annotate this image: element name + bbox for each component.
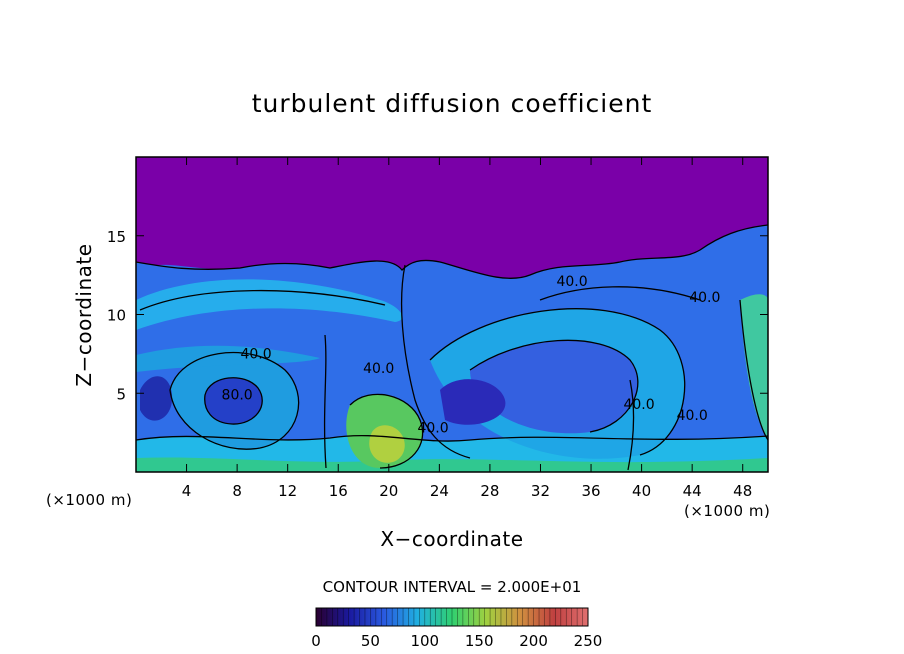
x-axis-label: X−coordinate — [380, 527, 523, 551]
x-tick-label: 40 — [632, 482, 651, 500]
contour-g — [400, 264, 471, 459]
upper-purple-region — [136, 157, 768, 279]
left-vortex-core — [204, 377, 263, 425]
x-tick-label: 20 — [379, 482, 398, 500]
dark-blue-pocket-left — [140, 376, 173, 421]
y-tick-label: 5 — [116, 385, 126, 403]
x-tick-label: 28 — [480, 482, 499, 500]
contour-lines — [136, 224, 768, 471]
x-tick-label: 44 — [683, 482, 702, 500]
contour-i — [627, 379, 635, 471]
contour-label: 40.0 — [677, 408, 708, 424]
field-structures — [136, 279, 768, 472]
contour-label: 40.0 — [623, 397, 654, 413]
y-tick-label: 15 — [107, 228, 126, 246]
colorbar: 0 50 100 150 200 250 — [311, 607, 602, 650]
x-tick-label: 36 — [581, 482, 600, 500]
colorbar-contour-lines — [315, 608, 589, 626]
contour-h — [323, 334, 327, 469]
x-tick-label: 16 — [329, 482, 348, 500]
x-axis-ticks: 4 8 12 16 20 24 28 32 36 40 44 48 — [182, 157, 752, 500]
bottom-green-band — [136, 457, 768, 472]
contour-label: 40.0 — [417, 421, 448, 437]
contour-label: 40.0 — [689, 290, 720, 306]
contour-label: 40.0 — [240, 347, 271, 363]
x-tick-label: 24 — [430, 482, 449, 500]
colorbar-tick-label: 250 — [574, 632, 603, 650]
x-unit-right: (×1000 m) — [684, 502, 770, 520]
center-vortex-yellow — [369, 425, 405, 463]
right-edge-green — [740, 294, 768, 440]
contour-a — [139, 289, 386, 311]
contour-b — [169, 351, 300, 450]
upper-cyan-streak — [136, 279, 403, 330]
y-axis-label: Z−coordinate — [72, 243, 96, 386]
colorbar-tick-labels: 0 50 100 150 200 250 — [311, 632, 602, 650]
contour-label: 40.0 — [556, 274, 587, 290]
contour-e — [469, 339, 639, 433]
chart-title: turbulent diffusion coefficient — [252, 89, 653, 118]
x-tick-label: 8 — [232, 482, 242, 500]
x-tick-label: 48 — [733, 482, 752, 500]
y-tick-label: 10 — [107, 307, 126, 325]
colorbar-frame — [315, 607, 589, 627]
contour-label: 80.0 — [222, 388, 253, 404]
x-tick-label: 12 — [278, 482, 297, 500]
x-unit-left: (×1000 m) — [46, 491, 132, 509]
contour-c — [204, 377, 263, 425]
contour-j — [136, 434, 768, 442]
plot-area: 40.0 80.0 40.0 40.0 40.0 40.0 40.0 40.0 — [136, 157, 768, 472]
mid-cyan-streak — [136, 345, 320, 372]
dark-blue-pocket-center — [440, 379, 506, 425]
contour-interface — [136, 224, 768, 279]
colorbar-tick-label: 0 — [311, 632, 321, 650]
colorbar-tick-label: 150 — [465, 632, 494, 650]
colorbar-tick-label: 200 — [519, 632, 548, 650]
contour-k — [739, 299, 768, 441]
colorbar-tick-label: 50 — [361, 632, 380, 650]
x-tick-label: 4 — [182, 482, 192, 500]
contour-label: 40.0 — [363, 361, 394, 377]
contour-labels: 40.0 80.0 40.0 40.0 40.0 40.0 40.0 40.0 — [222, 274, 721, 436]
y-axis-ticks: 5 10 15 — [107, 228, 768, 403]
contour-f — [349, 393, 424, 469]
contour-d — [429, 308, 686, 456]
colorbar-tick-label: 100 — [410, 632, 439, 650]
x-tick-label: 32 — [531, 482, 550, 500]
contour-l — [539, 286, 701, 301]
right-vortex-core — [470, 340, 638, 434]
contour-interval-label: CONTOUR INTERVAL = 2.000E+01 — [323, 578, 582, 596]
